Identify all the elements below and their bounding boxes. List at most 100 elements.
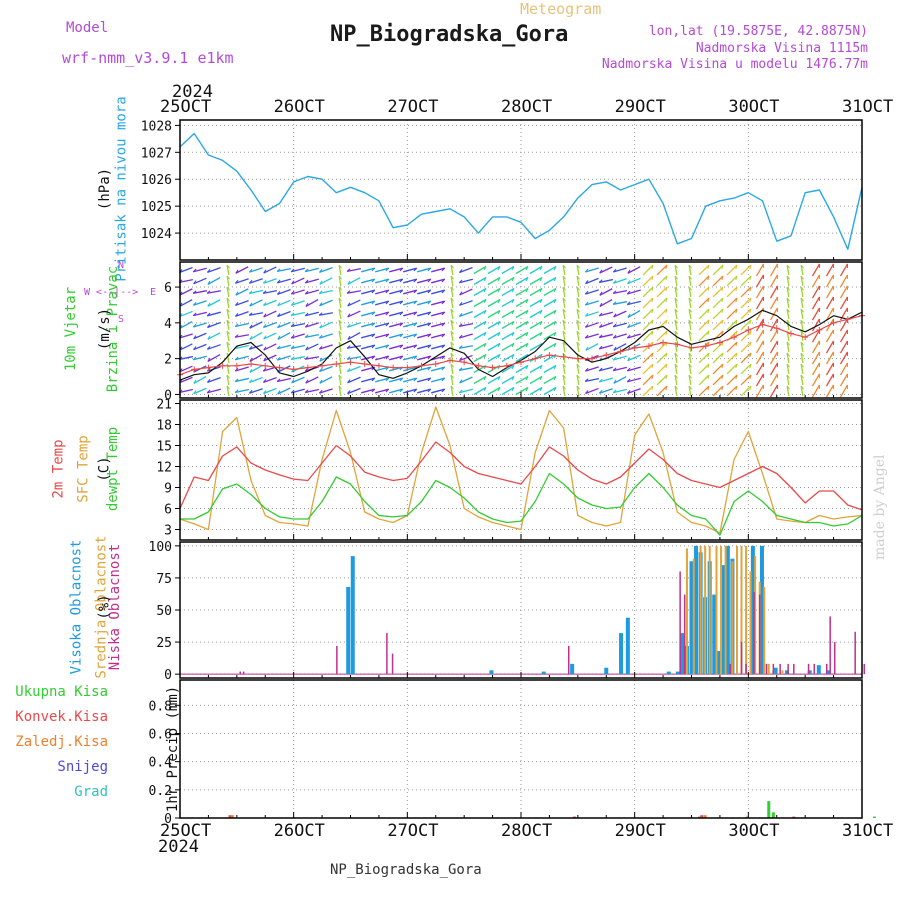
wind-arrow-head [399,267,404,272]
wind-arrow [459,333,473,339]
wind-arrow-head [318,334,323,339]
wind-arrow-head [721,352,724,358]
wind-arrow [755,296,765,310]
wind-arrow-head [459,291,463,296]
wind-arrow [417,300,431,306]
wind-arrow [543,364,557,374]
wind-arrow-head [427,333,432,338]
wind-arrow-head [627,280,631,284]
wind-arrow [712,297,724,309]
wind-arrow-head [207,379,211,383]
wind-arrow [627,354,641,362]
x-tick-label-top: 26OCT [273,97,325,117]
wind-arrow-head [651,286,654,292]
low-cloud-bar [336,645,338,675]
wind-arrow [613,267,627,273]
wind-arrow [674,286,678,298]
wind-arrow [319,312,333,316]
wind-arrow-head [721,385,724,391]
wind-arrow [179,355,193,361]
wind-arrow [249,376,263,384]
wind-arrow-head [346,323,351,328]
wind-arrow [179,321,193,329]
wind-arrow [179,299,193,307]
wind-arrow [613,333,627,339]
wind-arrow [389,267,403,273]
wind-arrow [450,264,454,276]
wind-arrow-head [399,322,404,327]
wind-arrow [726,275,738,287]
wind-arrow-head [627,313,631,318]
wind-arrow [529,364,543,374]
wind-arrow-head [207,357,211,362]
wind-arrow-head [651,385,654,391]
wind-arrow [811,296,821,310]
wind-arrow [585,333,599,339]
wind-arrow-head [385,267,390,272]
wind-arrow [825,384,835,398]
wind-arrow [207,299,221,307]
wind-arrow-head [539,365,543,370]
wind-arrow-head [749,330,752,336]
wind-arrow [712,363,724,375]
wind-arrow [291,333,305,339]
wind-arrow-head [688,319,693,324]
wind-arrow [712,308,724,320]
wind-arrow-head [290,323,295,327]
wind-arrow [417,267,431,273]
wind-arrow [403,344,417,350]
wind-arrow [825,307,835,321]
wind-arrow [501,331,515,341]
wind-arrow-head [235,291,239,296]
wind-arrow-head [207,269,211,273]
wind-arrow [674,363,678,375]
high-cloud-bar [350,556,355,675]
wind-arrow [755,274,765,288]
mid-cloud-bar [781,670,784,675]
wind-arrow [755,285,765,299]
wind-arrow [263,343,277,351]
wind-arrow-head [483,354,487,359]
wind-arrow-head [735,363,738,369]
wind-arrow-head [651,297,654,303]
wind-arrow-head [235,269,239,274]
wind-arrow [529,386,543,396]
wind-arrow-head [385,366,390,371]
wind-arrow [698,297,710,309]
wind-arrow-head [721,275,724,281]
wind-arrow [674,385,678,397]
wind-arrow-head [249,324,253,329]
wind-arrow [515,298,529,308]
wind-arrow [769,362,779,376]
wind-arrow-head [290,356,295,360]
wind-arrow-head [318,345,323,350]
wind-arrow-head [612,389,617,394]
wind-arrow [627,321,641,329]
wind-arrow-head [562,264,567,269]
sfc-temp-label: SFC Temp [75,435,92,503]
wind-arrow-head [192,323,197,328]
wind-arrow-head [290,312,295,316]
wind-arrow [319,277,333,285]
wind-arrow-head [721,319,724,325]
wind-arrow-head [598,378,603,383]
wind-arrow-head [290,345,295,349]
wind-arrow [305,322,319,328]
wind-arrow [226,385,230,397]
wind-arrow [769,263,779,277]
wind-arrow [207,321,221,329]
wind-arrow-head [562,363,567,368]
wind-arrow-head [576,264,581,269]
wind-arrow-head [613,346,617,351]
wind-arrow-head [319,269,323,273]
wind-arrow-head [206,345,211,350]
wind-arrow-head [347,335,351,340]
wind-arrow [277,267,291,273]
wind-arrow-head [207,280,211,285]
wind-arrow [529,320,543,330]
wind-arrow [811,263,821,277]
mid-cloud-bar [763,586,766,675]
wind-arrow [277,310,291,318]
wind-arrow-head [786,385,791,390]
wind-arrow-head [674,286,679,291]
